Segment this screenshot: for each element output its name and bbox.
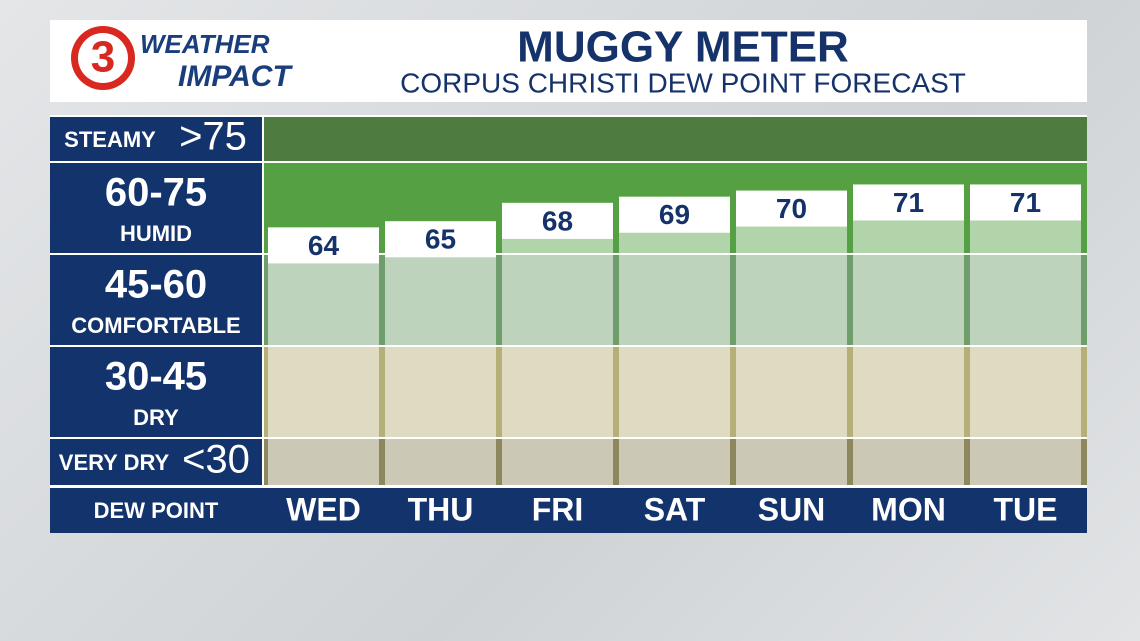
band-label-box [50,439,262,485]
value-label: 65 [425,224,456,255]
band-name: HUMID [120,221,192,246]
x-axis-label: DEW POINT [94,498,219,523]
logo-line: IMPACT [178,60,293,93]
x-tick-label: SUN [758,491,826,527]
band-range: 60-75 [105,171,207,215]
header-box [50,20,1087,102]
x-tick-label: WED [286,491,361,527]
bar-cap [502,202,613,239]
x-tick-label: MON [871,491,946,527]
band-label-box [50,347,262,437]
bar-cap [619,196,730,233]
bar [385,221,496,485]
band-label-box [50,117,262,161]
bar-cap [268,227,379,264]
bar-cap [853,184,964,221]
x-axis-bar [50,488,1087,533]
band-range: <30 [182,438,250,482]
value-label: 68 [542,205,573,236]
x-tick-label: THU [408,491,474,527]
x-tick-label: FRI [532,491,584,527]
logo-line: WEATHER [140,29,270,59]
bar [736,190,847,485]
band-label-box [50,255,262,345]
value-label: 71 [893,187,924,218]
value-label: 71 [1010,187,1041,218]
band-range: 30-45 [105,355,207,399]
chart-subtitle: CORPUS CHRISTI DEW POINT FORECAST [400,67,966,98]
bar [502,202,613,485]
band-range: 45-60 [105,263,207,307]
bar-cap [970,184,1081,221]
bar-cap [385,221,496,258]
band-name: COMFORTABLE [71,313,240,338]
bar [853,184,964,485]
band-name: VERY DRY [59,450,170,475]
bar [619,196,730,485]
band-label-box [50,163,262,253]
band-name: DRY [133,405,179,430]
x-tick-label: SAT [644,491,706,527]
bar [970,184,1081,485]
bar [268,227,379,485]
value-label: 70 [776,193,807,224]
x-tick-label: TUE [994,491,1058,527]
logo-ring [78,33,128,83]
band [264,117,1087,161]
value-label: 64 [308,230,340,261]
logo-number: 3 [91,33,115,82]
band-range: >75 [179,115,247,159]
chart-title: MUGGY METER [517,23,849,72]
bar-cap [736,190,847,227]
value-label: 69 [659,199,690,230]
band-name: STEAMY [64,127,156,152]
